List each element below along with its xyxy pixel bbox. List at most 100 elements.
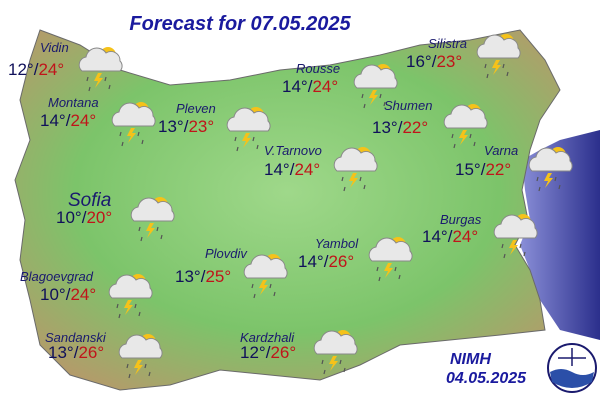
rain-drop	[104, 76, 107, 82]
rain-drop	[554, 176, 557, 182]
max-temp: 24°	[70, 111, 96, 130]
rain-drop	[252, 136, 255, 142]
cloud	[368, 237, 413, 262]
separator: /	[66, 285, 71, 304]
min-temp: 14°	[282, 77, 308, 96]
max-temp: 22°	[402, 118, 428, 137]
lightning	[509, 240, 518, 255]
rain-drop	[118, 313, 121, 319]
lightning	[146, 223, 155, 238]
rain-drop	[269, 283, 272, 289]
lightning	[459, 130, 468, 145]
min-temp: 13°	[372, 118, 398, 137]
min-temp: 13°	[158, 117, 184, 136]
city-name: Varna	[484, 143, 518, 158]
weather-icon	[111, 102, 156, 147]
min-temp: 13°	[175, 267, 201, 286]
rain-drop	[128, 373, 131, 379]
rain-drop	[236, 146, 239, 152]
temperature: 14°/24°	[422, 227, 478, 246]
cloud	[443, 104, 488, 129]
separator: /	[290, 160, 295, 179]
max-temp: 26°	[270, 343, 296, 362]
rain-drop	[134, 303, 137, 309]
rain-drop	[343, 186, 346, 192]
cloud	[130, 197, 175, 222]
cloud	[313, 330, 358, 355]
lightning	[94, 73, 103, 88]
separator: /	[66, 111, 71, 130]
rain-drop	[378, 276, 381, 282]
max-temp: 20°	[86, 208, 112, 227]
city-name: Plovdiv	[205, 246, 248, 261]
separator: /	[82, 208, 87, 227]
rain-drop	[363, 184, 366, 190]
separator: /	[324, 252, 329, 271]
cities: Vidin12°/24°Montana14°/24°Pleven13°/23°R…	[8, 34, 573, 379]
lightning	[134, 360, 143, 375]
lightning	[124, 300, 133, 315]
rain-drop	[141, 139, 144, 145]
rain-drop	[503, 253, 506, 259]
max-temp: 24°	[70, 285, 96, 304]
cloud	[333, 147, 378, 172]
min-temp: 10°	[56, 208, 82, 227]
rain-drop	[160, 234, 163, 240]
max-temp: 24°	[38, 60, 64, 79]
temperature: 12°/24°	[8, 60, 64, 79]
cloud	[118, 334, 163, 359]
temperature: 13°/25°	[175, 267, 231, 286]
separator: /	[432, 52, 437, 71]
rain-drop	[323, 369, 326, 375]
rain-drop	[383, 101, 386, 107]
temperature: 13°/22°	[372, 118, 428, 137]
separator: /	[398, 118, 403, 137]
cloud	[78, 47, 123, 72]
max-temp: 26°	[78, 343, 104, 362]
rain-drop	[251, 283, 254, 289]
cloud	[493, 214, 538, 239]
rain-drop	[108, 84, 111, 90]
city-name: Sofia	[68, 190, 111, 211]
max-temp: 23°	[436, 52, 462, 71]
min-temp: 12°	[240, 343, 266, 362]
cloud	[226, 107, 271, 132]
weather-icon	[118, 334, 163, 379]
max-temp: 26°	[328, 252, 354, 271]
rain-drop	[140, 236, 143, 242]
min-temp: 10°	[40, 285, 66, 304]
temperature: 10°/24°	[40, 285, 96, 304]
rain-drop	[379, 93, 382, 99]
city-name: Burgas	[440, 212, 482, 227]
rain-drop	[137, 131, 140, 137]
lightning	[329, 356, 338, 371]
rain-drop	[273, 291, 276, 297]
rain-drop	[234, 136, 237, 142]
rain-drop	[484, 63, 487, 69]
city-name: Pleven	[176, 101, 216, 116]
separator: /	[448, 227, 453, 246]
separator: /	[481, 160, 486, 179]
temperature: 10°/20°	[56, 208, 112, 227]
weather-icon	[130, 197, 175, 242]
title: Forecast for 07.05.2025	[129, 13, 351, 35]
rain-drop	[361, 93, 364, 99]
city-name: V.Tarnovo	[264, 143, 322, 158]
rain-drop	[363, 103, 366, 109]
cloud	[528, 147, 573, 172]
min-temp: 14°	[40, 111, 66, 130]
city-name: Yambol	[315, 236, 359, 251]
lightning	[349, 173, 358, 188]
cloud	[108, 274, 153, 299]
rain-drop	[502, 63, 505, 69]
rain-drop	[453, 143, 456, 149]
rain-drop	[144, 363, 147, 369]
rain-drop	[538, 186, 541, 192]
rain-drop	[394, 266, 397, 272]
max-temp: 22°	[485, 160, 511, 179]
city-name: Blagoevgrad	[20, 269, 94, 284]
weather-icon	[243, 254, 288, 299]
black-sea	[520, 130, 600, 340]
rain-drop	[126, 363, 129, 369]
weather-icon	[353, 64, 398, 109]
